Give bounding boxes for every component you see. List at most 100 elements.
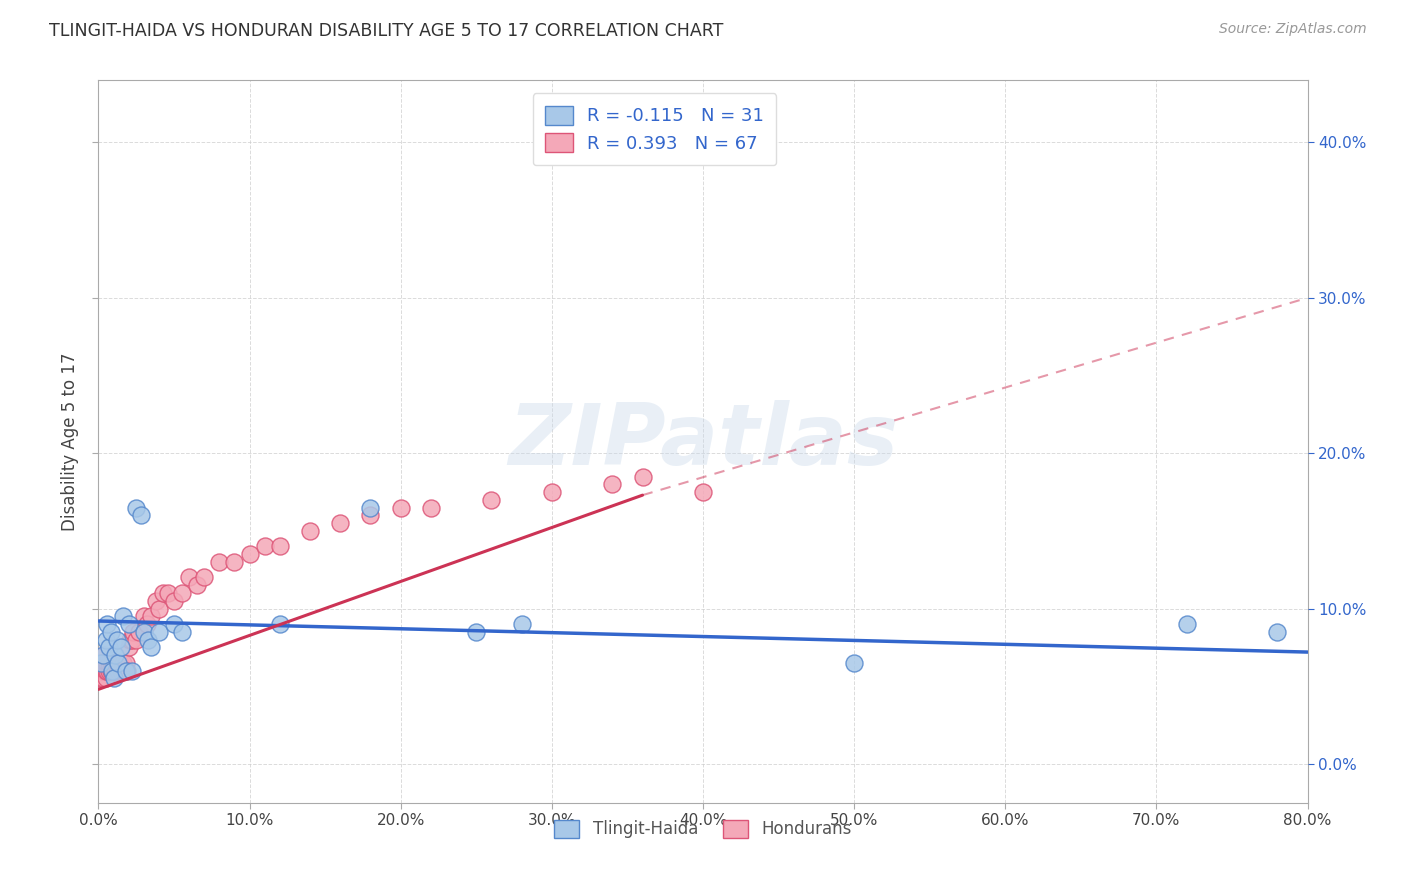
Point [208, 555, 231, 569]
Point [110, 640, 132, 655]
Point [105, 656, 128, 670]
Point [156, 586, 179, 600]
Point [360, 508, 382, 523]
Point [112, 664, 135, 678]
Point [121, 664, 143, 678]
Point [98, 664, 121, 678]
Point [152, 586, 174, 600]
Point [94, 664, 117, 678]
Point [96, 664, 118, 678]
Text: Source: ZipAtlas.com: Source: ZipAtlas.com [1219, 22, 1367, 37]
Point [360, 500, 382, 515]
Point [114, 656, 136, 670]
Point [96, 656, 118, 670]
Point [114, 664, 136, 678]
Point [98, 656, 121, 670]
Point [101, 664, 124, 678]
Point [329, 516, 352, 530]
Point [93, 648, 115, 663]
Point [101, 656, 124, 670]
Point [692, 485, 714, 500]
Point [89, 656, 111, 670]
Point [120, 632, 142, 647]
Point [141, 640, 163, 655]
Point [481, 492, 503, 507]
Point [118, 617, 141, 632]
Point [96, 617, 118, 632]
Point [193, 570, 215, 584]
Point [602, 477, 624, 491]
Point [91, 664, 114, 678]
Point [253, 540, 276, 554]
Point [101, 664, 124, 678]
Point [148, 624, 170, 639]
Point [136, 632, 159, 647]
Point [128, 624, 150, 639]
Point [135, 617, 157, 632]
Point [108, 656, 131, 670]
Point [90, 656, 112, 670]
Point [631, 469, 654, 483]
Point [105, 632, 128, 647]
Point [100, 624, 122, 639]
Point [132, 624, 155, 639]
Point [89, 664, 111, 678]
Point [100, 656, 122, 670]
Point [145, 594, 167, 608]
Point [91, 648, 114, 663]
Point [148, 601, 170, 615]
Point [93, 656, 115, 670]
Point [465, 624, 488, 639]
Point [90, 656, 112, 670]
Point [90, 672, 112, 686]
Point [91, 656, 114, 670]
Point [141, 609, 163, 624]
Point [90, 664, 112, 678]
Point [1175, 617, 1198, 632]
Y-axis label: Disability Age 5 to 17: Disability Age 5 to 17 [60, 352, 79, 531]
Point [125, 632, 148, 647]
Point [104, 648, 127, 663]
Legend: Tlingit-Haida, Hondurans: Tlingit-Haida, Hondurans [547, 813, 859, 845]
Text: ZIPatlas: ZIPatlas [508, 400, 898, 483]
Point [107, 664, 129, 678]
Point [540, 485, 562, 500]
Point [115, 664, 138, 678]
Point [179, 570, 201, 584]
Point [91, 672, 114, 686]
Point [103, 656, 125, 670]
Point [104, 664, 127, 678]
Point [103, 664, 125, 678]
Point [103, 672, 125, 686]
Point [94, 656, 117, 670]
Point [420, 500, 443, 515]
Point [100, 664, 122, 678]
Point [269, 617, 291, 632]
Point [89, 672, 111, 686]
Point [163, 617, 186, 632]
Point [132, 609, 155, 624]
Point [121, 632, 143, 647]
Point [224, 555, 246, 569]
Point [93, 664, 115, 678]
Point [129, 508, 152, 523]
Point [122, 624, 145, 639]
Point [186, 578, 208, 592]
Point [239, 547, 262, 561]
Point [510, 617, 533, 632]
Point [269, 540, 291, 554]
Point [299, 524, 322, 538]
Point [844, 656, 866, 670]
Point [94, 672, 117, 686]
Point [107, 656, 129, 670]
Point [389, 500, 412, 515]
Point [110, 664, 132, 678]
Point [170, 586, 193, 600]
Text: TLINGIT-HAIDA VS HONDURAN DISABILITY AGE 5 TO 17 CORRELATION CHART: TLINGIT-HAIDA VS HONDURAN DISABILITY AGE… [49, 22, 724, 40]
Point [163, 594, 186, 608]
Point [125, 500, 148, 515]
Point [111, 656, 134, 670]
Point [118, 640, 141, 655]
Point [170, 624, 193, 639]
Point [1267, 624, 1289, 639]
